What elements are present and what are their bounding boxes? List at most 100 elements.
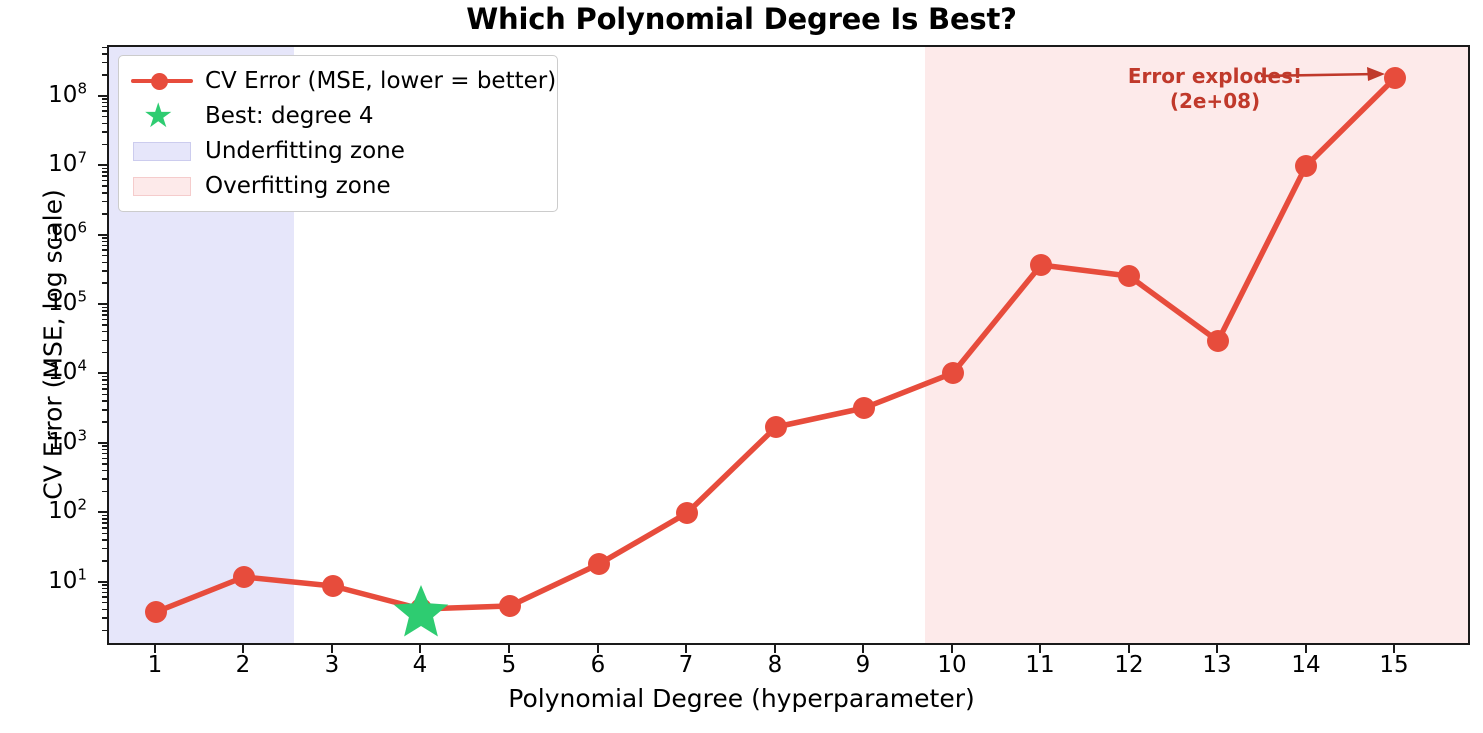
annotation-line-1: Error explodes! [1127,64,1303,88]
y-minor-tick-mark [102,53,107,55]
x-tick-mark [419,645,421,653]
y-minor-tick-mark [102,339,107,342]
x-tick-mark [685,645,687,653]
y-minor-tick-mark [102,445,107,447]
y-minor-tick-mark [102,457,107,459]
y-tick-label-1e2: 102 [48,495,87,524]
y-tick-label-1e3: 103 [48,426,87,455]
x-tick-mark [862,645,864,653]
x-tick-label-2: 2 [235,652,251,678]
y-minor-tick-mark [102,629,107,631]
y-tick-label-1e8: 108 [48,79,87,108]
x-tick-mark [242,645,244,653]
y-minor-tick-mark [102,532,107,534]
legend-item-overfitting-zone[interactable]: Overfitting zone [129,168,547,203]
y-minor-tick-mark [102,74,107,76]
y-minor-tick-mark [102,192,107,194]
y-minor-tick-mark [102,131,107,133]
y-tick-mark [98,442,107,444]
y-minor-tick-mark [102,314,107,316]
y-minor-tick-mark [102,324,107,326]
x-tick-label-15: 15 [1379,652,1409,678]
x-tick-label-9: 9 [855,652,871,678]
data-point-degree-1 [145,601,167,623]
y-tick-label-1e4: 104 [48,356,87,385]
y-minor-tick-mark [102,617,107,619]
y-minor-tick-mark [102,318,107,321]
y-minor-tick-mark [102,527,107,529]
y-minor-tick-mark [102,514,107,517]
y-minor-tick-mark [102,452,107,455]
y-minor-tick-mark [102,200,107,203]
y-tick-label-1e5: 105 [48,287,87,316]
legend-item-underfitting-zone[interactable]: Underfitting zone [129,133,547,168]
y-minor-tick-mark [102,240,107,243]
y-minor-tick-mark [102,478,107,480]
y-axis-label: CV Error (MSE, log scale) [38,189,68,500]
legend-label-best-degree: Best: degree 4 [205,102,374,129]
y-minor-tick-mark [102,400,107,402]
data-point-degree-11 [1030,254,1052,276]
y-minor-tick-mark [102,375,107,378]
legend-underfit-patch-icon [129,136,195,166]
x-tick-mark [1393,645,1395,653]
y-minor-tick-mark [102,539,107,541]
data-point-degree-2 [233,566,255,588]
series-svg [145,67,1406,637]
x-tick-label-13: 13 [1202,652,1232,678]
x-tick-mark [1039,645,1041,653]
y-minor-tick-mark [102,463,107,465]
legend-line-marker-icon [129,66,195,96]
y-minor-tick-mark [102,115,107,118]
annotation-arrow [1260,67,1385,81]
y-minor-tick-mark [102,591,107,594]
legend-item-best-degree[interactable]: ★ Best: degree 4 [129,98,547,133]
legend-label-underfitting-zone: Underfitting zone [205,137,405,164]
x-axis-label: Polynomial Degree (hyperparameter) [508,684,975,713]
y-minor-tick-mark [102,167,107,170]
legend-label-cv-error: CV Error (MSE, lower = better) [205,67,557,94]
x-tick-label-3: 3 [324,652,340,678]
data-point-degree-14 [1295,155,1317,177]
y-tick-mark [98,581,107,583]
y-minor-tick-mark [102,171,107,173]
legend-label-overfitting-zone: Overfitting zone [205,172,391,199]
x-tick-mark [597,645,599,653]
x-tick-label-14: 14 [1291,652,1321,678]
legend-item-cv-error[interactable]: CV Error (MSE, lower = better) [129,63,556,98]
chart-legend[interactable]: CV Error (MSE, lower = better) ★ Best: d… [118,55,558,212]
overfitting-zone-band [925,47,1468,643]
x-tick-mark [331,645,333,653]
y-tick-mark [98,511,107,513]
data-point-degree-6 [588,553,610,575]
x-tick-label-10: 10 [937,652,967,678]
y-minor-tick-mark [102,518,107,520]
data-point-degree-5 [499,595,521,617]
plot-area [107,45,1470,645]
y-minor-tick-mark [102,98,107,100]
x-tick-label-1: 1 [147,652,163,678]
x-tick-mark [508,645,510,653]
y-minor-tick-mark [102,379,107,381]
x-tick-mark [951,645,953,653]
x-tick-mark [1128,645,1130,653]
y-minor-tick-mark [102,270,107,272]
data-point-degree-8 [765,416,787,438]
x-tick-mark [1305,645,1307,653]
y-minor-tick-mark [102,179,107,182]
y-minor-tick-mark [102,601,107,604]
y-minor-tick-mark [102,560,107,562]
y-minor-tick-mark [102,122,107,125]
y-tick-mark [98,164,107,166]
best-degree-star-marker [393,585,449,637]
x-tick-label-8: 8 [767,652,783,678]
y-minor-tick-mark [102,587,107,590]
y-minor-tick-mark [102,388,107,390]
y-minor-tick-mark [102,351,107,354]
y-minor-tick-mark [102,244,107,247]
y-tick-mark [98,303,107,305]
annotation-line-2: (2e+08) [1169,89,1261,113]
y-minor-tick-mark [102,490,107,493]
x-tick-mark [774,645,776,653]
